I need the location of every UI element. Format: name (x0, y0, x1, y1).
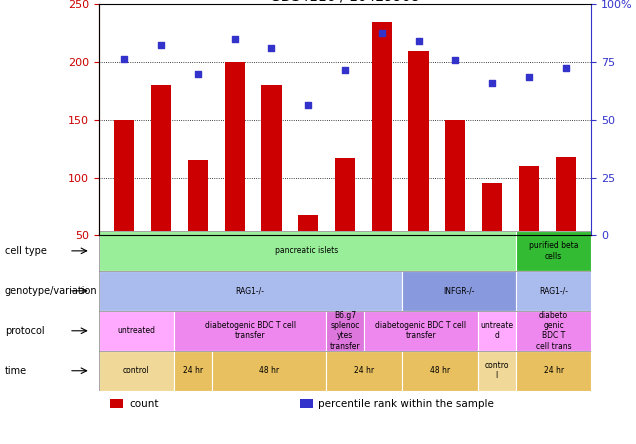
Text: 24 hr: 24 hr (183, 366, 204, 375)
Point (156, 41, 166, 48)
Bar (225, 62, 245, 235)
Text: pancreatic islets: pancreatic islets (275, 246, 339, 255)
Bar (261, 85, 282, 235)
Bar (212, 351, 326, 391)
Bar (402, 271, 516, 311)
Point (561, 64, 571, 71)
Bar (516, 271, 591, 311)
Text: count: count (129, 399, 158, 408)
Bar (335, 158, 355, 235)
Text: time: time (5, 366, 27, 376)
Bar (300, 399, 313, 408)
Bar (371, 22, 392, 235)
Text: purified beta
cells: purified beta cells (529, 241, 578, 261)
Text: 48 hr: 48 hr (259, 366, 279, 375)
Bar (482, 183, 502, 235)
Bar (326, 351, 402, 391)
Point (303, 101, 314, 108)
Bar (402, 351, 478, 391)
Bar (174, 311, 326, 351)
Text: RAG1-/-: RAG1-/- (539, 286, 568, 295)
Point (524, 74, 534, 81)
Bar (519, 166, 539, 235)
Text: 24 hr: 24 hr (544, 366, 563, 375)
Bar (188, 160, 208, 235)
Bar (174, 351, 212, 391)
Point (413, 38, 424, 45)
Point (119, 55, 129, 62)
Bar (556, 157, 576, 235)
Bar (99, 351, 174, 391)
Bar (516, 351, 591, 391)
Title: GDS4116 / 10429908: GDS4116 / 10429908 (270, 0, 420, 3)
Point (193, 70, 203, 77)
Bar (151, 85, 171, 235)
Point (230, 36, 240, 43)
Bar (326, 311, 364, 351)
Text: 48 hr: 48 hr (430, 366, 450, 375)
Point (450, 56, 460, 63)
Point (487, 79, 497, 87)
Bar (99, 271, 402, 311)
Text: untreate
d: untreate d (480, 321, 513, 341)
Text: percentile rank within the sample: percentile rank within the sample (319, 399, 494, 408)
Bar (516, 311, 591, 351)
Bar (445, 120, 466, 235)
Text: protocol: protocol (5, 326, 45, 336)
Text: cell type: cell type (5, 246, 47, 256)
Text: genotype/variation: genotype/variation (5, 286, 97, 296)
Text: INFGR-/-: INFGR-/- (443, 286, 474, 295)
Text: diabeto
genic
BDC T
cell trans: diabeto genic BDC T cell trans (536, 311, 571, 351)
Text: RAG1-/-: RAG1-/- (236, 286, 265, 295)
Bar (478, 311, 516, 351)
Bar (99, 311, 174, 351)
Point (377, 30, 387, 37)
Text: control: control (123, 366, 150, 375)
Bar (478, 351, 516, 391)
Text: diabetogenic BDC T cell
transfer: diabetogenic BDC T cell transfer (205, 321, 296, 341)
Point (266, 45, 277, 52)
Bar (110, 399, 123, 408)
Text: 24 hr: 24 hr (354, 366, 374, 375)
Text: contro
l: contro l (485, 361, 509, 381)
Text: B6.g7
splenoc
ytes
transfer: B6.g7 splenoc ytes transfer (329, 311, 361, 351)
Bar (114, 120, 134, 235)
Bar (298, 214, 319, 235)
Text: diabetogenic BDC T cell
transfer: diabetogenic BDC T cell transfer (375, 321, 466, 341)
Text: untreated: untreated (118, 326, 155, 335)
Point (340, 67, 350, 74)
Bar (516, 231, 591, 271)
Bar (364, 311, 478, 351)
Bar (99, 231, 516, 271)
Bar (408, 51, 429, 235)
